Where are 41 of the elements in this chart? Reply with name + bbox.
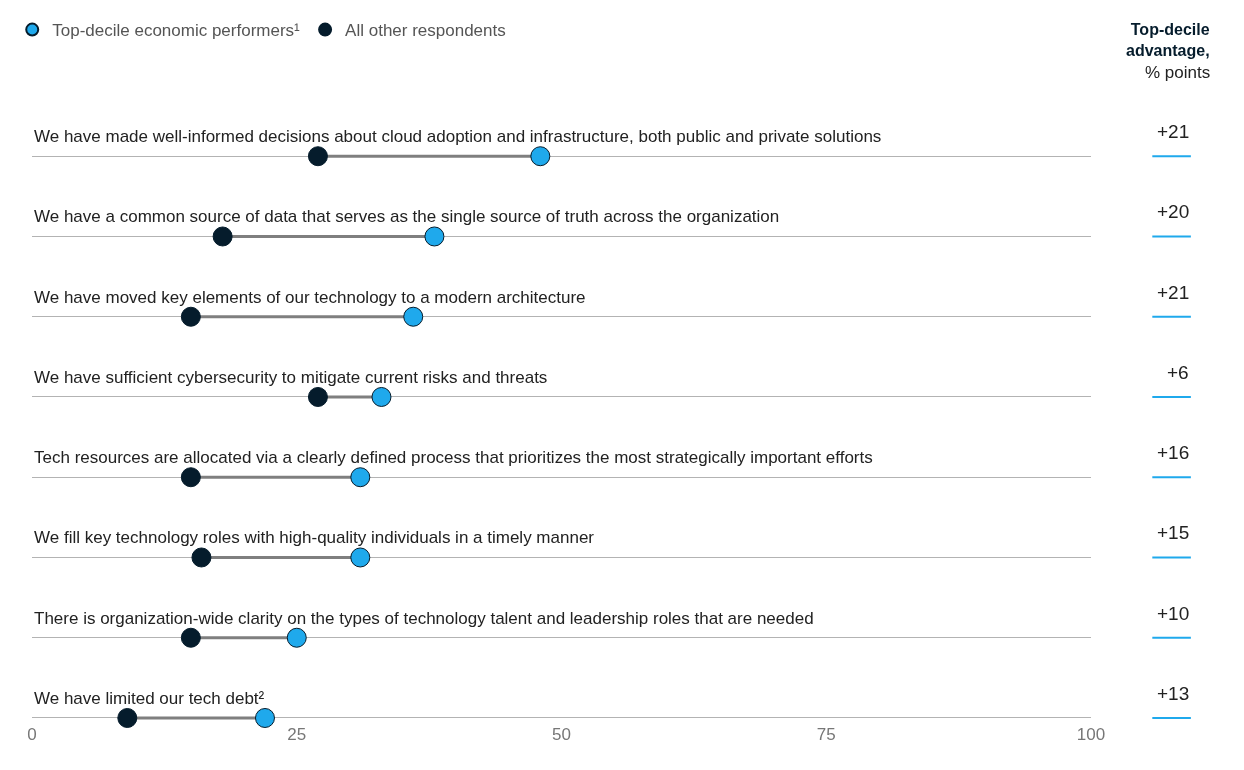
text: +21 <box>1157 121 1190 142</box>
point <box>307 146 328 167</box>
y-tick-label: We have a common source of data that serves as the single source of truth across the organization <box>34 207 780 226</box>
point <box>180 306 201 327</box>
point <box>212 226 233 247</box>
text: +13 <box>1157 683 1190 704</box>
x-tick-label: 50 <box>552 725 571 744</box>
point <box>254 707 275 728</box>
legend-label: All other respondents <box>345 21 506 41</box>
text: +15 <box>1157 522 1190 543</box>
point <box>350 547 371 568</box>
text: Top-decile advantage, <box>1126 21 1210 59</box>
point <box>424 226 445 247</box>
point <box>286 627 307 648</box>
y-tick-label: We have limited our tech debt² <box>34 689 265 708</box>
text: +6 <box>1167 362 1189 383</box>
legend-label: Top-decile economic performers¹ <box>52 21 301 41</box>
point <box>371 386 392 407</box>
point <box>191 547 212 568</box>
y-tick-label: There is organization-wide clarity on the types of technology talent and leadership roles that are needed <box>34 609 814 628</box>
text: % points <box>1145 63 1211 82</box>
y-tick-label: We have moved key elements of our technology to a modern architecture <box>34 288 586 307</box>
x-tick-label: 0 <box>27 725 37 744</box>
text: +20 <box>1157 201 1190 222</box>
text: +10 <box>1157 603 1190 624</box>
text: +21 <box>1157 282 1190 303</box>
x-tick-label: 100 <box>1076 725 1106 744</box>
point <box>117 707 138 728</box>
point <box>350 467 371 488</box>
y-tick-label: We have made well-informed decisions about cloud adoption and infrastructure, both public and private solutions <box>34 127 882 146</box>
point <box>403 306 424 327</box>
text: +16 <box>1157 442 1190 463</box>
point <box>180 467 201 488</box>
y-tick-label: Tech resources are allocated via a clearly defined process that prioritizes the most strategically important efforts <box>34 448 873 467</box>
y-tick-label: We have sufficient cybersecurity to mitigate current risks and threats <box>34 368 548 387</box>
x-tick-label: 75 <box>816 725 836 744</box>
point <box>180 627 201 648</box>
x-tick-label: 25 <box>287 725 307 744</box>
y-tick-label: We fill key technology roles with high-quality individuals in a timely manner <box>34 528 595 547</box>
point <box>307 386 328 407</box>
point <box>530 146 551 167</box>
